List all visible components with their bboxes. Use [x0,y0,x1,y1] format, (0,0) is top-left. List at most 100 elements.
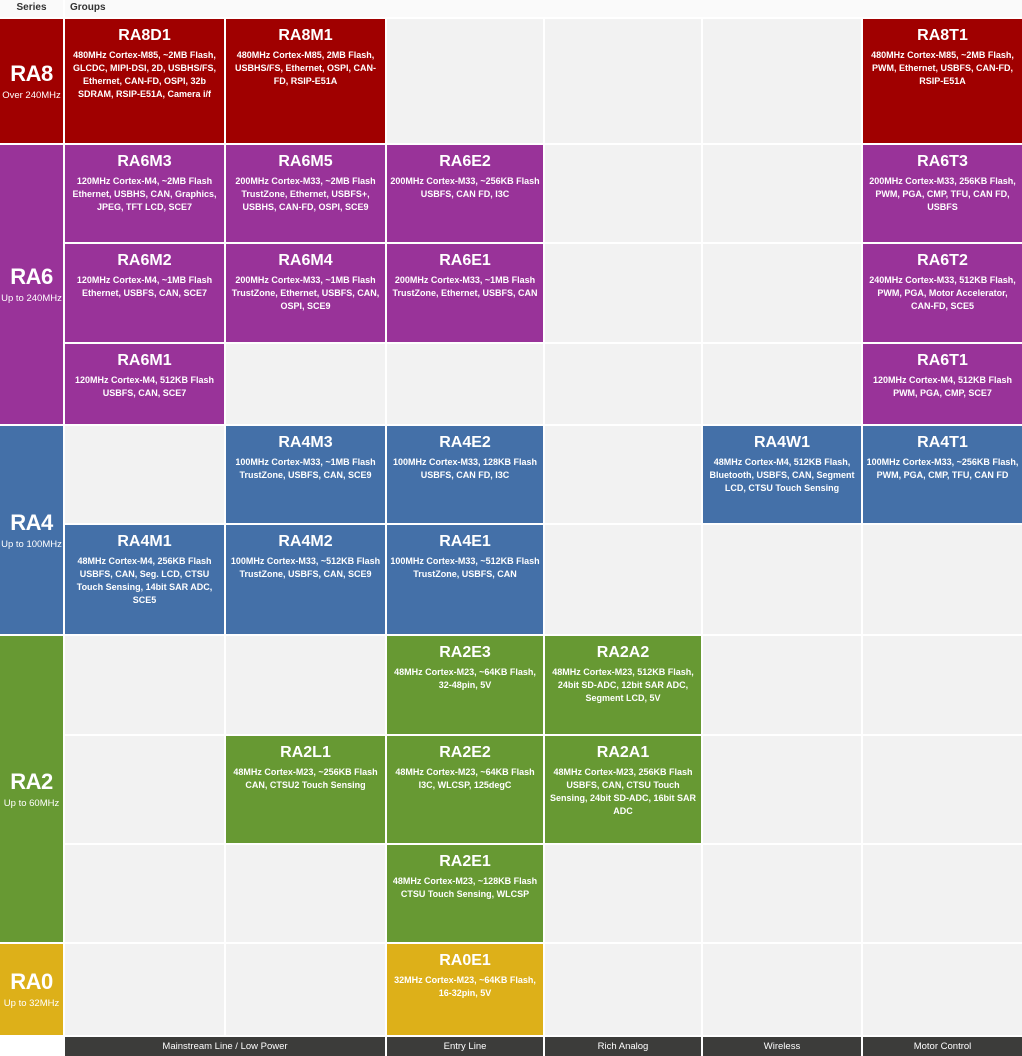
series-header: Series [0,0,63,17]
group-name: RA4W1 [753,434,810,451]
group-description: 48MHz Cortex-M23, 256KB Flash USBFS, CAN… [549,767,697,816]
group-name: RA8M1 [278,27,333,44]
group-ra6m4[interactable]: RA6M4 200MHz Cortex-M33, ~1MB Flash Trust… [226,244,385,342]
group-description: 48MHz Cortex-M4, 512KB Flash, Bluetooth,… [709,457,855,493]
group-name: RA6M1 [117,352,172,369]
group-name: RA0E1 [439,952,491,969]
group-description: 32MHz Cortex-M23, ~64KB Flash, 16-32pin,… [394,975,536,998]
empty-cell [545,344,701,424]
group-ra6e1[interactable]: RA6E1 200MHz Cortex-M33, ~1MB Flash Trust… [387,244,543,342]
group-ra6t1[interactable]: RA6T1 120MHz Cortex-M4, 512KB Flash PWM, … [863,344,1022,424]
empty-cell [703,845,861,942]
group-ra2e2[interactable]: RA2E2 48MHz Cortex-M23, ~64KB Flash I3C, … [387,736,543,843]
series-ra0[interactable]: RA0 Up to 32MHz [0,944,63,1035]
group-ra6m3[interactable]: RA6M3 120MHz Cortex-M4, ~2MB Flash Ethern… [65,145,224,242]
group-ra8m1[interactable]: RA8M1 480MHz Cortex-M85, 2MB Flash, USBHS… [226,19,385,143]
group-description: 200MHz Cortex-M33, ~256KB Flash USBFS, C… [390,176,540,199]
empty-cell [545,244,701,342]
empty-cell [703,525,861,634]
group-name: RA6E2 [439,153,491,170]
empty-cell [703,244,861,342]
empty-cell [863,736,1022,843]
group-ra6m2[interactable]: RA6M2 120MHz Cortex-M4, ~1MB Flash Ethern… [65,244,224,342]
series-ra2[interactable]: RA2 Up to 60MHz [0,636,63,942]
group-name: RA4E2 [439,434,491,451]
group-description: 48MHz Cortex-M23, ~128KB Flash CTSU Touc… [392,876,538,899]
empty-cell [703,736,861,843]
empty-cell [545,145,701,242]
group-description: 48MHz Cortex-M23, ~64KB Flash I3C, WLCSP… [395,767,535,790]
empty-cell [65,944,224,1035]
empty-cell [703,636,861,734]
group-name: RA6M3 [117,153,172,170]
empty-cell [226,944,385,1035]
series-ra8[interactable]: RA8 Over 240MHz [0,19,63,143]
group-ra2e1[interactable]: RA2E1 48MHz Cortex-M23, ~128KB Flash CTSU… [387,845,543,942]
series-speed: Up to 240MHz [1,293,62,304]
empty-cell [545,19,701,143]
group-ra4m1[interactable]: RA4M1 48MHz Cortex-M4, 256KB Flash USBFS,… [65,525,224,634]
group-ra4m3[interactable]: RA4M3 100MHz Cortex-M33, ~1MB Flash Trust… [226,426,385,523]
group-description: 100MHz Cortex-M33, ~512KB Flash TrustZon… [230,556,381,579]
group-description: 200MHz Cortex-M33, ~1MB Flash TrustZone,… [231,275,380,311]
group-ra6t2[interactable]: RA6T2 240MHz Cortex-M33, 512KB Flash, PWM… [863,244,1022,342]
empty-cell [545,426,701,523]
group-description: 120MHz Cortex-M4, ~2MB Flash Ethernet, U… [72,176,217,212]
group-ra8d1[interactable]: RA8D1 480MHz Cortex-M85, ~2MB Flash, GLCD… [65,19,224,143]
group-name: RA4M1 [117,533,172,550]
group-name: RA2A1 [596,744,650,761]
empty-cell [863,845,1022,942]
group-ra2a1[interactable]: RA2A1 48MHz Cortex-M23, 256KB Flash USBFS… [545,736,701,843]
group-name: RA6T3 [917,153,968,170]
group-ra4e2[interactable]: RA4E2 100MHz Cortex-M33, 128KB Flash USBF… [387,426,543,523]
group-ra2e3[interactable]: RA2E3 48MHz Cortex-M23, ~64KB Flash, 32-4… [387,636,543,734]
group-ra2l1[interactable]: RA2L1 48MHz Cortex-M23, ~256KB Flash CAN,… [226,736,385,843]
footer-wireless: Wireless [703,1037,861,1056]
series-speed: Up to 60MHz [3,797,60,809]
group-name: RA2E2 [439,744,491,761]
group-name: RA2L1 [280,744,331,761]
group-name: RA6M4 [278,252,333,269]
empty-cell [863,525,1022,634]
empty-cell [65,636,224,734]
group-description: 480MHz Cortex-M85, ~2MB Flash, GLCDC, MI… [72,50,216,99]
series-name: RA6 [10,264,53,289]
group-ra6m1[interactable]: RA6M1 120MHz Cortex-M4, 512KB Flash USBFS… [65,344,224,424]
group-description: 240MHz Cortex-M33, 512KB Flash, PWM, PGA… [869,275,1016,311]
group-ra4m2[interactable]: RA4M2 100MHz Cortex-M33, ~512KB Flash Tru… [226,525,385,634]
group-ra6m5[interactable]: RA6M5 200MHz Cortex-M33, ~2MB Flash Trust… [226,145,385,242]
series-ra6[interactable]: RA6 Up to 240MHz [0,145,63,424]
series-speed: Over 240MHz [2,89,61,101]
group-name: RA2E3 [439,644,491,661]
group-ra4w1[interactable]: RA4W1 48MHz Cortex-M4, 512KB Flash, Bluet… [703,426,861,523]
series-ra4[interactable]: RA4 Up to 100MHz [0,426,63,634]
footer-entry-line: Entry Line [387,1037,543,1056]
group-ra8t1[interactable]: RA8T1 480MHz Cortex-M85, ~2MB Flash, PWM,… [863,19,1022,143]
empty-cell [545,845,701,942]
group-description: 480MHz Cortex-M85, ~2MB Flash, PWM, Ethe… [871,50,1014,86]
group-ra6e2[interactable]: RA6E2 200MHz Cortex-M33, ~256KB Flash USB… [387,145,543,242]
empty-cell [703,19,861,143]
group-ra6t3[interactable]: RA6T3 200MHz Cortex-M33, 256KB Flash, PWM… [863,145,1022,242]
empty-cell [387,344,543,424]
group-name: RA6T2 [917,252,968,269]
group-ra4t1[interactable]: RA4T1 100MHz Cortex-M33, ~256KB Flash, PW… [863,426,1022,523]
footer-mainstream: Mainstream Line / Low Power [65,1037,385,1056]
group-name: RA8T1 [917,27,968,44]
group-name: RA6E1 [439,252,491,269]
empty-cell [703,344,861,424]
group-ra0e1[interactable]: RA0E1 32MHz Cortex-M23, ~64KB Flash, 16-3… [387,944,543,1035]
group-ra2a2[interactable]: RA2A2 48MHz Cortex-M23, 512KB Flash, 24bi… [545,636,701,734]
group-description: 48MHz Cortex-M23, 512KB Flash, 24bit SD-… [552,667,694,703]
series-name: RA4 [10,509,53,535]
empty-cell [863,944,1022,1035]
group-name: RA6M2 [117,252,172,269]
group-name: RA2A2 [596,644,650,661]
empty-cell [545,525,701,634]
group-ra4e1[interactable]: RA4E1 100MHz Cortex-M33, ~512KB Flash Tru… [387,525,543,634]
group-description: 480MHz Cortex-M85, 2MB Flash, USBHS/FS, … [234,50,377,86]
group-description: 120MHz Cortex-M4, 512KB Flash USBFS, CAN… [74,375,215,398]
empty-cell [65,845,224,942]
group-description: 48MHz Cortex-M4, 256KB Flash USBFS, CAN,… [76,556,213,605]
